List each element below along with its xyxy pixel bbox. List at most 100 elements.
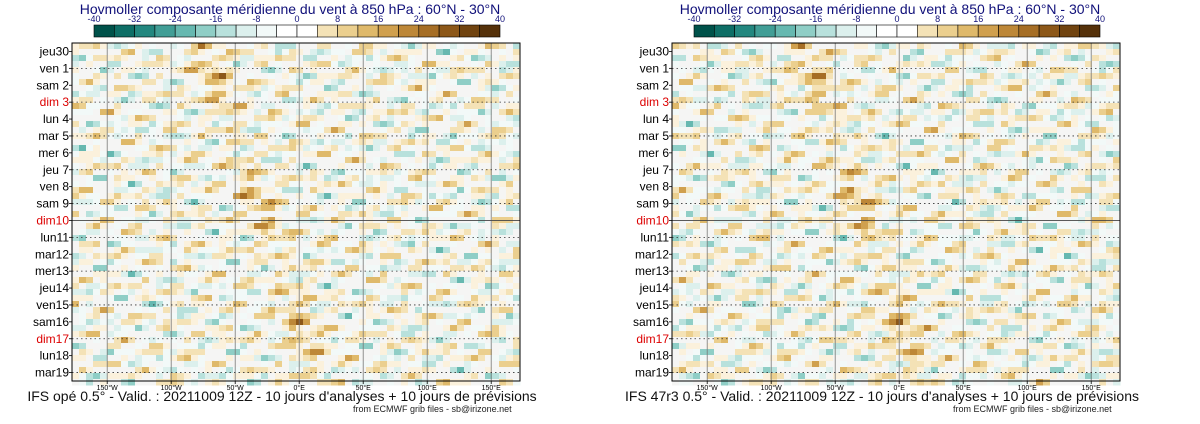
heatmap-cell (373, 271, 381, 278)
heatmap-cell (198, 151, 206, 158)
heatmap-cell (1085, 115, 1093, 122)
heatmap-cell (714, 55, 722, 62)
heatmap-cell (471, 145, 479, 152)
heatmap-cell (240, 199, 248, 206)
colorbar-bin (795, 24, 817, 38)
heatmap-cell (170, 253, 178, 260)
heatmap-cell (387, 175, 395, 182)
heatmap-cell (791, 121, 799, 128)
heatmap-cell (471, 337, 479, 344)
heatmap-cell (79, 85, 87, 92)
heatmap-cell (1050, 109, 1058, 116)
heatmap-cell (485, 157, 493, 164)
heatmap-cell (254, 61, 262, 68)
heatmap-cell (331, 367, 339, 374)
heatmap-cell (233, 277, 241, 284)
heatmap-cell (756, 55, 764, 62)
heatmap-cell (1022, 85, 1030, 92)
heatmap-cell (485, 97, 493, 104)
heatmap-cell (121, 73, 129, 80)
heatmap-cell (679, 91, 687, 98)
heatmap-cell (415, 103, 423, 110)
heatmap-cell (121, 91, 129, 98)
heatmap-cell (513, 157, 521, 164)
heatmap-cell (471, 193, 479, 200)
heatmap-cell (240, 355, 248, 362)
chart-title: Hovmoller composante méridienne du vent … (79, 1, 501, 17)
heatmap-cell (380, 61, 388, 68)
heatmap-cell (72, 49, 80, 56)
heatmap-cell (980, 43, 988, 50)
heatmap-cell (1085, 61, 1093, 68)
heatmap-cell (889, 115, 897, 122)
heatmap-cell (268, 211, 276, 218)
heatmap-cell (170, 235, 178, 242)
heatmap-cell (268, 85, 276, 92)
heatmap-cell (79, 115, 87, 122)
heatmap-cell (338, 67, 346, 74)
heatmap-cell (303, 331, 311, 338)
heatmap-cell (492, 325, 500, 332)
heatmap-cell (784, 133, 792, 140)
heatmap-cell (324, 319, 332, 326)
heatmap-cell (79, 127, 87, 134)
heatmap-cell (917, 91, 925, 98)
heatmap-cell (226, 253, 234, 260)
heatmap-cell (149, 145, 157, 152)
heatmap-cell (352, 55, 360, 62)
heatmap-cell (700, 85, 708, 92)
heatmap-cell (373, 247, 381, 254)
heatmap-cell (826, 67, 834, 74)
heatmap-cell (121, 325, 129, 332)
heatmap-cell (352, 301, 360, 308)
heatmap-cell (254, 271, 262, 278)
heatmap-cell (170, 259, 178, 266)
heatmap-cell (1022, 79, 1030, 86)
heatmap-cell (212, 301, 220, 308)
heatmap-cell (142, 247, 150, 254)
heatmap-cell (219, 223, 227, 230)
heatmap-cell (261, 211, 269, 218)
heatmap-cell (310, 229, 318, 236)
heatmap-cell (749, 61, 757, 68)
heatmap-cell (226, 139, 234, 146)
heatmap-cell (93, 49, 101, 56)
heatmap-cell (1015, 79, 1023, 86)
heatmap-cell (945, 49, 953, 56)
heatmap-cell (485, 307, 493, 314)
heatmap-cell (359, 229, 367, 236)
heatmap-cell (338, 229, 346, 236)
heatmap-cell (380, 241, 388, 248)
heatmap-cell (100, 265, 108, 272)
heatmap-cell (261, 181, 269, 188)
heatmap-cell (959, 103, 967, 110)
heatmap-cell (429, 373, 437, 380)
heatmap-cell (226, 49, 234, 56)
heatmap-cell (142, 85, 150, 92)
heatmap-cell (177, 343, 185, 350)
heatmap-cell (394, 283, 402, 290)
heatmap-cell (198, 271, 206, 278)
heatmap-cell (128, 157, 136, 164)
heatmap-cell (72, 325, 80, 332)
heatmap-cell (345, 121, 353, 128)
heatmap-cell (749, 91, 757, 98)
heatmap-cell (324, 73, 332, 80)
colorbar-tick-label: -16 (809, 14, 822, 24)
heatmap-cell (226, 169, 234, 176)
heatmap-cell (324, 289, 332, 296)
heatmap-cell (513, 67, 521, 74)
heatmap-cell (798, 55, 806, 62)
heatmap-cell (931, 79, 939, 86)
heatmap-cell (387, 325, 395, 332)
heatmap-cell (707, 67, 715, 74)
heatmap-cell (485, 151, 493, 158)
heatmap-cell (240, 91, 248, 98)
heatmap-cell (303, 139, 311, 146)
heatmap-cell (191, 187, 199, 194)
heatmap-cell (226, 187, 234, 194)
heatmap-cell (408, 223, 416, 230)
heatmap-cell (735, 85, 743, 92)
heatmap-cell (317, 199, 325, 206)
heatmap-cell (86, 289, 94, 296)
